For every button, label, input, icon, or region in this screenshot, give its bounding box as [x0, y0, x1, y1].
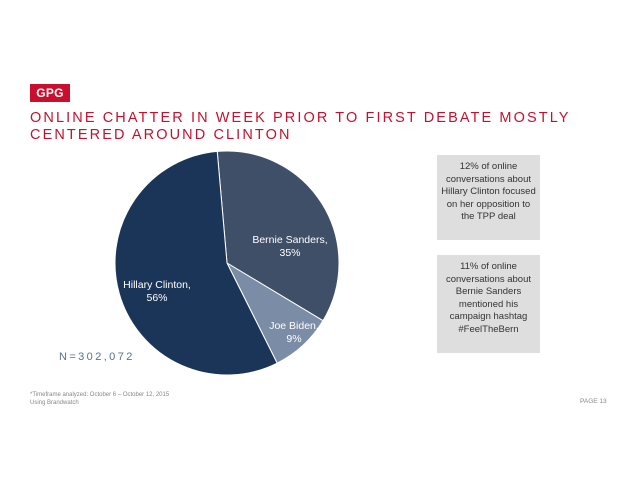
clinton-callout: 12% of online conversations about Hillar…: [437, 155, 540, 240]
gpg-logo: GPG: [30, 84, 70, 102]
footnote-timeframe: *Timeframe analyzed: October 6 – October…: [30, 392, 170, 398]
footnote-source: Using Brandwatch: [30, 400, 79, 406]
pie-slice-0: [216, 150, 340, 322]
page-title: ONLINE CHATTER IN WEEK PRIOR TO FIRST DE…: [30, 110, 590, 144]
pie-slice-2: [114, 150, 278, 376]
title-line-1: ONLINE CHATTER IN WEEK PRIOR TO FIRST DE…: [30, 110, 571, 126]
slice-label-2: Hillary Clinton,: [123, 279, 191, 291]
slice-label-0: Bernie Sanders,: [252, 234, 327, 246]
slice-value-label-2: 56%: [146, 292, 167, 304]
sample-size-label: N=302,072: [59, 351, 135, 363]
footnote: *Timeframe analyzed: October 6 – October…: [30, 391, 169, 407]
slice-value-label-1: 9%: [286, 333, 301, 345]
slice-label-1: Joe Biden,: [269, 320, 319, 332]
sanders-callout: 11% of online conversations about Bernie…: [437, 255, 540, 353]
page-number: PAGE 13: [580, 398, 607, 405]
slice-value-label-0: 35%: [279, 247, 300, 259]
title-line-2: CENTERED AROUND CLINTON: [30, 127, 292, 143]
